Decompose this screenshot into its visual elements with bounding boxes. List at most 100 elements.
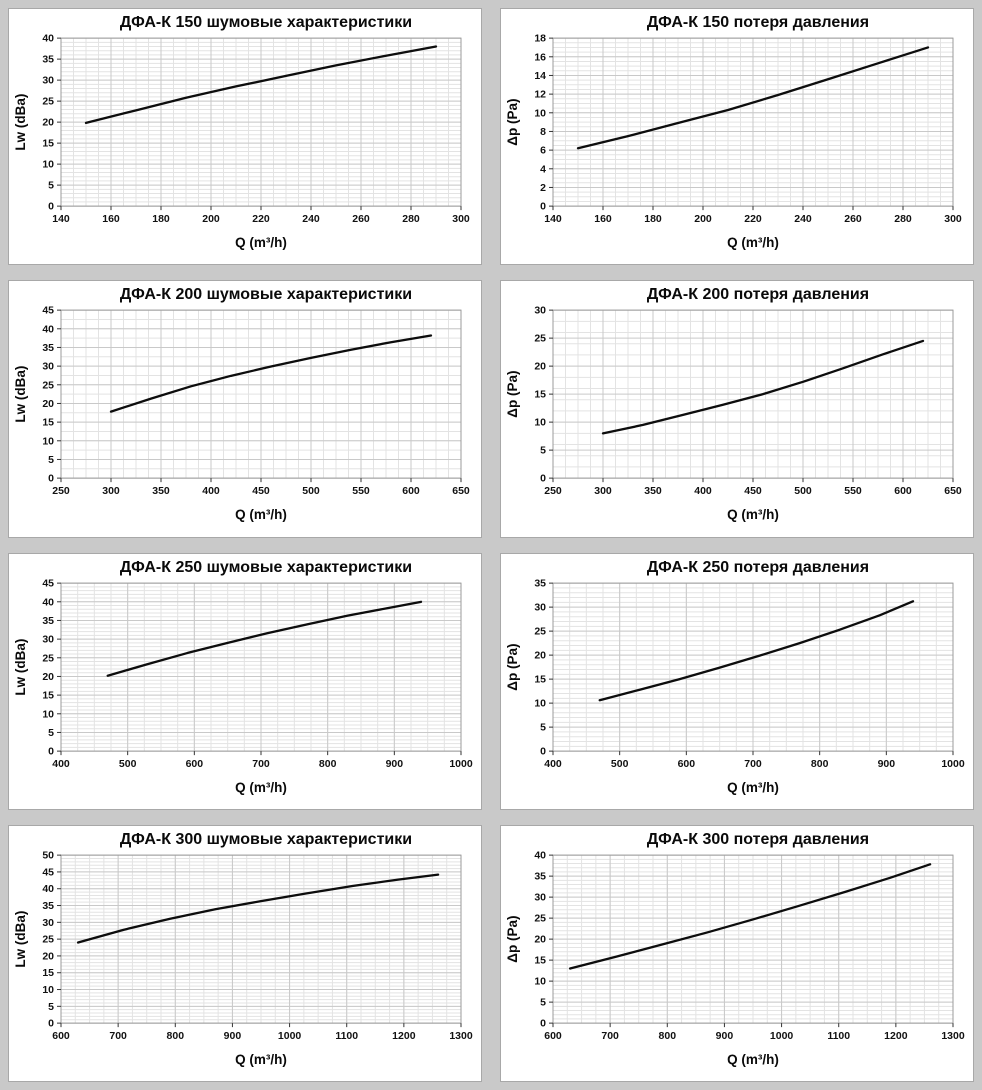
svg-text:35: 35 bbox=[534, 870, 546, 882]
svg-text:0: 0 bbox=[48, 745, 54, 757]
x-tick-labels: 140 160 180 200 220 240 260 280 300 bbox=[544, 213, 962, 225]
chart-panel-dfa-k-150-noise: ДФА-К 150 шумовые характеристики 140 160 1… bbox=[8, 8, 482, 266]
axis-ticks bbox=[549, 309, 954, 483]
svg-text:800: 800 bbox=[659, 1030, 677, 1042]
svg-text:35: 35 bbox=[42, 54, 54, 66]
svg-text:160: 160 bbox=[594, 213, 612, 225]
chart-title: ДФА-К 150 шумовые характеристики bbox=[119, 14, 413, 31]
svg-text:550: 550 bbox=[352, 485, 370, 497]
svg-text:40: 40 bbox=[42, 324, 54, 336]
svg-text:5: 5 bbox=[540, 445, 546, 457]
svg-text:30: 30 bbox=[42, 633, 54, 645]
svg-text:800: 800 bbox=[319, 758, 337, 770]
svg-text:10: 10 bbox=[42, 984, 54, 996]
svg-text:30: 30 bbox=[534, 601, 546, 613]
series-line bbox=[76, 873, 440, 944]
svg-text:15: 15 bbox=[534, 954, 546, 966]
svg-text:25: 25 bbox=[534, 333, 546, 345]
chart-plot: 600 700 800 900 1000 1100 1200 1300 0 5 10 15 20 25 30… bbox=[13, 849, 473, 1067]
svg-text:180: 180 bbox=[152, 213, 170, 225]
y-axis-title: Lw (dBa) bbox=[13, 366, 28, 423]
svg-text:900: 900 bbox=[224, 1030, 242, 1042]
x-axis-title: Q (m³/h) bbox=[235, 235, 287, 250]
y-tick-labels: 0 5 10 15 20 25 30 35 bbox=[534, 577, 546, 757]
svg-text:260: 260 bbox=[844, 213, 862, 225]
y-tick-labels: 0 5 10 15 20 25 30 35 40 bbox=[534, 849, 546, 1029]
svg-text:30: 30 bbox=[534, 891, 546, 903]
grid-major bbox=[552, 309, 954, 479]
chart-title: ДФА-К 150 потеря давления bbox=[646, 14, 870, 31]
svg-text:550: 550 bbox=[844, 485, 862, 497]
x-axis-title: Q (m³/h) bbox=[727, 1052, 779, 1067]
svg-text:25: 25 bbox=[42, 96, 54, 108]
svg-text:10: 10 bbox=[534, 975, 546, 987]
chart-plot: 250 300 350 400 450 500 550 600 650 0 5 10 15 20 25 30 3… bbox=[13, 305, 470, 523]
svg-text:800: 800 bbox=[811, 758, 829, 770]
svg-text:700: 700 bbox=[601, 1030, 619, 1042]
x-tick-labels: 140 160 180 200 220 240 260 280 300 bbox=[52, 213, 470, 225]
svg-text:6: 6 bbox=[540, 145, 546, 157]
svg-text:900: 900 bbox=[386, 758, 404, 770]
svg-text:45: 45 bbox=[42, 866, 54, 878]
chart-panel-dfa-k-250-pressure: ДФА-К 250 потеря давления 400 500 600 700 80… bbox=[500, 552, 974, 810]
chart-plot: 140 160 180 200 220 240 260 280 300 0 5 10 15 20 25 30 3… bbox=[13, 33, 470, 251]
y-axis-title: Δp (Pa) bbox=[505, 99, 520, 146]
svg-text:900: 900 bbox=[878, 758, 896, 770]
svg-text:10: 10 bbox=[42, 708, 54, 720]
series-line bbox=[109, 334, 433, 414]
svg-text:350: 350 bbox=[152, 485, 170, 497]
svg-text:35: 35 bbox=[534, 577, 546, 589]
svg-text:0: 0 bbox=[48, 473, 54, 485]
svg-text:1300: 1300 bbox=[941, 1030, 965, 1042]
svg-text:10: 10 bbox=[534, 417, 546, 429]
x-axis-title: Q (m³/h) bbox=[235, 507, 287, 522]
svg-text:500: 500 bbox=[119, 758, 137, 770]
svg-text:700: 700 bbox=[744, 758, 762, 770]
svg-text:20: 20 bbox=[534, 649, 546, 661]
svg-text:0: 0 bbox=[540, 745, 546, 757]
svg-text:600: 600 bbox=[894, 485, 912, 497]
svg-text:200: 200 bbox=[694, 213, 712, 225]
y-axis-title: Lw (dBa) bbox=[13, 910, 28, 967]
svg-text:800: 800 bbox=[167, 1030, 185, 1042]
svg-text:15: 15 bbox=[42, 967, 54, 979]
svg-text:15: 15 bbox=[534, 673, 546, 685]
svg-text:20: 20 bbox=[42, 670, 54, 682]
svg-text:1100: 1100 bbox=[335, 1030, 358, 1042]
svg-text:140: 140 bbox=[544, 213, 562, 225]
series-line bbox=[568, 862, 932, 970]
chart-panel-dfa-k-200-noise: ДФА-К 200 шумовые характеристики 250 300 3… bbox=[8, 280, 482, 538]
series-line bbox=[598, 599, 915, 701]
svg-text:400: 400 bbox=[52, 758, 70, 770]
series-line bbox=[84, 45, 438, 125]
svg-text:450: 450 bbox=[744, 485, 762, 497]
svg-text:15: 15 bbox=[42, 138, 54, 150]
svg-text:240: 240 bbox=[794, 213, 812, 225]
svg-text:0: 0 bbox=[540, 473, 546, 485]
svg-text:1200: 1200 bbox=[884, 1030, 908, 1042]
chart-panel-dfa-k-250-noise: ДФА-К 250 шумовые характеристики 400 500 6… bbox=[8, 552, 482, 810]
x-tick-labels: 250 300 350 400 450 500 550 600 650 bbox=[544, 485, 962, 497]
svg-text:240: 240 bbox=[302, 213, 320, 225]
svg-text:0: 0 bbox=[540, 201, 546, 213]
y-tick-labels: 0 2 4 6 8 10 12 14 16 18 bbox=[534, 33, 546, 213]
axis-ticks bbox=[549, 854, 954, 1027]
chart-plot: 400 500 600 700 800 900 1000 0 5 10 15 20 25 30 35 40 45… bbox=[13, 577, 473, 795]
svg-text:300: 300 bbox=[102, 485, 120, 497]
x-tick-labels: 400 500 600 700 800 900 1000 bbox=[52, 758, 473, 770]
svg-text:1000: 1000 bbox=[449, 758, 473, 770]
svg-text:1000: 1000 bbox=[941, 758, 965, 770]
svg-text:650: 650 bbox=[944, 485, 962, 497]
svg-text:400: 400 bbox=[544, 758, 562, 770]
chart-plot: 250 300 350 400 450 500 550 600 650 0 5 10 15 20 25 30 Q… bbox=[505, 305, 962, 523]
svg-text:2: 2 bbox=[540, 182, 546, 194]
x-tick-labels: 250 300 350 400 450 500 550 600 650 bbox=[52, 485, 470, 497]
svg-text:1200: 1200 bbox=[392, 1030, 416, 1042]
svg-text:35: 35 bbox=[42, 342, 54, 354]
chart-panel-dfa-k-200-pressure: ДФА-К 200 потеря давления 250 300 350 400 45… bbox=[500, 280, 974, 538]
svg-text:14: 14 bbox=[534, 70, 546, 82]
svg-text:25: 25 bbox=[42, 933, 54, 945]
x-axis-title: Q (m³/h) bbox=[727, 780, 779, 795]
svg-text:0: 0 bbox=[48, 201, 54, 213]
svg-text:200: 200 bbox=[202, 213, 220, 225]
